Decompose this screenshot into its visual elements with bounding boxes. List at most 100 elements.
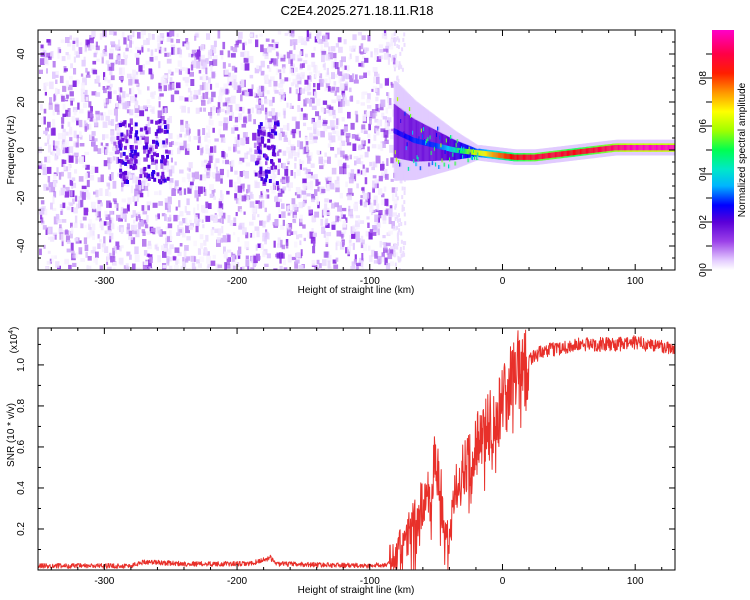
spectrogram-noise-cell: [270, 159, 274, 163]
spectrogram-noise-cell: [114, 201, 118, 208]
spectrogram-noise-cell: [367, 93, 371, 100]
spectrogram-noise-cell: [367, 192, 371, 200]
spectrogram-noise-cell: [365, 230, 369, 237]
spectrogram-noise-cell: [165, 237, 169, 246]
spectrogram-noise-cell: [129, 129, 133, 134]
spectrogram-noise-cell: [402, 37, 405, 42]
spectrogram-noise-cell: [185, 225, 190, 234]
spectrogram-noise-cell: [43, 82, 47, 91]
spectrogram-noise-cell: [89, 174, 95, 181]
spectrogram-noise-cell: [199, 84, 204, 91]
spectrogram-noise-cell: [205, 91, 209, 99]
spectrogram-noise-cell: [283, 267, 288, 270]
spectrogram-noise-cell: [126, 205, 130, 211]
spectrogram-noise-cell: [356, 262, 361, 266]
spectrogram-noise-cell: [270, 165, 274, 170]
spectrogram-noise-cell: [381, 132, 385, 138]
spectrogram-noise-cell: [156, 35, 161, 43]
spectrogram-noise-cell: [138, 216, 141, 221]
spectrogram-noise-cell: [171, 82, 177, 89]
spectrogram-noise-cell: [167, 84, 172, 91]
spectrogram-noise-cell: [131, 86, 135, 95]
spectrogram-noise-cell: [139, 106, 144, 112]
spectrogram-noise-cell: [227, 97, 231, 104]
spectrogram-noise-cell: [62, 159, 67, 164]
spectrogram-noise-cell: [219, 210, 223, 216]
spectrogram-noise-cell: [221, 151, 225, 158]
spectrogram-noise-cell: [385, 242, 391, 247]
spectrogram-noise-cell: [136, 157, 142, 165]
spectrogram-noise-cell: [208, 203, 212, 209]
spectrogram-noise-cell: [93, 191, 97, 195]
spectrogram-noise-cell: [44, 82, 49, 87]
spectrogram-noise-cell: [96, 210, 101, 218]
spectrogram-noise-cell: [373, 134, 377, 141]
spectrogram-noise-cell: [78, 176, 84, 182]
spectrogram-noise-cell: [234, 136, 237, 143]
spectrogram-noise-cell: [383, 52, 389, 60]
spectrogram-noise-cell: [384, 78, 389, 86]
spectrogram-noise-cell: [371, 166, 375, 171]
spectrogram-noise-cell: [388, 117, 392, 123]
spectrogram-noise-cell: [273, 125, 277, 130]
spectrogram-noise-cell: [401, 204, 404, 209]
spectrogram-noise-cell: [298, 36, 303, 43]
spectrogram-noise-cell: [383, 48, 388, 52]
y-tick-label: 1.0: [16, 358, 27, 372]
spectrogram-noise-cell: [264, 236, 267, 245]
x-tick-label: -200: [227, 276, 247, 287]
spectrogram-noise-cell: [160, 77, 164, 83]
spectrogram-noise-cell: [155, 140, 159, 145]
spectrogram-noise-cell: [76, 119, 79, 126]
spectrogram-noise-cell: [162, 251, 167, 258]
spectrogram-noise-cell: [282, 179, 286, 184]
spectrogram-noise-cell: [73, 207, 78, 214]
spectrogram-noise-cell: [192, 174, 195, 182]
spectrogram-noise-cell: [61, 145, 64, 150]
spectrogram-noise-cell: [52, 149, 56, 156]
spectrogram-noise-cell: [386, 249, 390, 255]
spectrogram-noise-cell: [324, 152, 327, 157]
spectrogram-noise-cell: [129, 118, 133, 125]
spectrogram-noise-cell: [174, 247, 180, 253]
spectrogram-noise-cell: [102, 49, 108, 57]
spectrogram-noise-cell: [341, 66, 345, 70]
spectrogram-noise-cell: [143, 146, 146, 154]
x-tick-label: 100: [627, 276, 644, 287]
spectrogram-noise-cell: [143, 185, 149, 191]
spectrogram-noise-cell: [381, 33, 387, 39]
spectrogram-noise-cell: [188, 95, 192, 102]
spectrogram-noise-cell: [394, 244, 397, 248]
spectrogram-noise-cell: [236, 176, 241, 184]
spectrogram-noise-cell: [158, 61, 161, 69]
spectrogram-noise-cell: [347, 194, 352, 201]
spectrogram-noise-cell: [375, 104, 379, 111]
spectrogram-noise-cell: [280, 239, 283, 248]
spectrogram-noise-cell: [165, 129, 169, 134]
spectrogram-noise-cell: [366, 47, 370, 52]
spectrogram-noise-cell: [300, 72, 305, 77]
spectrogram-noise-cell: [45, 127, 49, 132]
spectrogram-noise-cell: [271, 115, 277, 122]
spectrogram-noise-cell: [187, 68, 190, 75]
spectrogram-noise-cell: [168, 142, 173, 147]
spectrogram-noise-cell: [217, 109, 220, 116]
spectrogram-noise-cell: [112, 247, 115, 256]
spectrogram-noise-cell: [89, 134, 92, 141]
snr-series-line: [38, 329, 675, 570]
spectrogram-noise-cell: [306, 37, 310, 42]
spectrogram-noise-cell: [392, 212, 397, 217]
spectrogram-noise-cell: [163, 85, 167, 92]
spectrogram-noise-cell: [132, 263, 136, 270]
spectrogram-noise-cell: [161, 154, 165, 159]
spectrogram-noise-cell: [160, 115, 165, 121]
spectrogram-noise-cell: [44, 91, 47, 96]
spectrogram-noise-cell: [403, 191, 406, 195]
spectrogram-noise-cell: [265, 120, 269, 127]
spectrogram-noise-cell: [374, 214, 379, 222]
spectrogram-noise-cell: [110, 223, 115, 230]
spectrogram-noise-cell: [194, 190, 199, 198]
spectrogram-noise-cell: [88, 223, 91, 230]
spectrogram-noise-cell: [115, 59, 118, 65]
spectrogram-noise-cell: [225, 159, 229, 165]
